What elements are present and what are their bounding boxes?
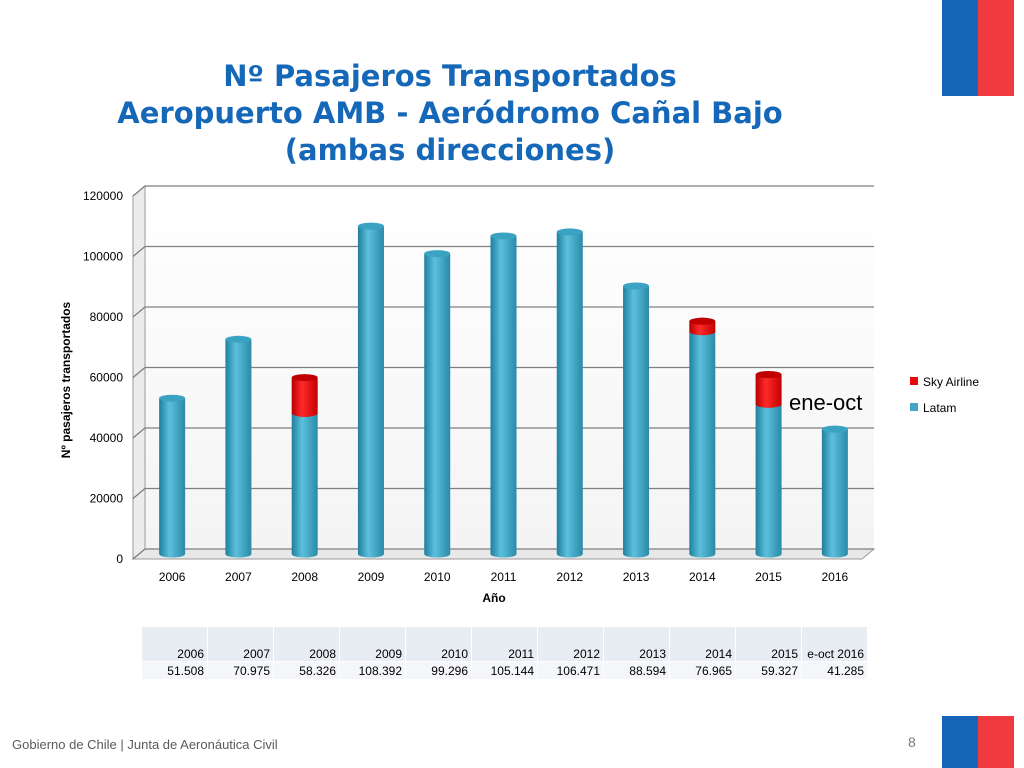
y-tick-label: 0 bbox=[116, 552, 123, 566]
bar-latam bbox=[424, 253, 451, 558]
y-tick-label: 120000 bbox=[83, 189, 123, 203]
bar-latam bbox=[755, 404, 782, 558]
bar-latam-top bbox=[357, 222, 384, 230]
table-value-row: 51.508 70.975 58.326 108.392 99.296 105.144 10… bbox=[141, 661, 868, 680]
table-value-cell: 105.144 bbox=[471, 661, 538, 680]
table-value-cell: 106.471 bbox=[537, 661, 604, 680]
bar-sky-airline bbox=[291, 377, 318, 417]
gridline-side bbox=[132, 185, 146, 197]
table-year-cell: 2014 bbox=[669, 626, 736, 662]
bar-latam-top bbox=[424, 250, 451, 258]
bar-latam bbox=[556, 231, 583, 558]
bar-sky-airline bbox=[755, 374, 782, 408]
table-value-cell: 99.296 bbox=[405, 661, 472, 680]
bar-latam bbox=[159, 398, 186, 558]
table-year-cell: 2013 bbox=[603, 626, 670, 662]
x-tick-label: 2006 bbox=[159, 570, 186, 584]
table-value-cell: 51.508 bbox=[141, 661, 208, 680]
bar-latam bbox=[225, 339, 252, 558]
y-axis-label: Nº pasajeros transportados bbox=[59, 301, 73, 458]
gridline-side bbox=[132, 488, 146, 499]
table-year-row: 2006 2007 2008 2009 2010 2011 2012 2013 2014 2015… bbox=[141, 626, 868, 662]
table-year-cell: 2007 bbox=[207, 626, 274, 662]
gridline-side bbox=[132, 548, 146, 560]
passenger-chart: 0 20000 40000 60000 80000 100000 120000 2006 200… bbox=[59, 184, 979, 605]
gridline-side bbox=[132, 306, 146, 318]
title-line-3: (ambas direcciones) bbox=[284, 133, 616, 167]
table-value-cell: 41.285 bbox=[801, 661, 868, 680]
gridline-side bbox=[132, 246, 146, 257]
annotation-ene-oct: ene-oct bbox=[789, 390, 862, 415]
table-year-cell: 2009 bbox=[339, 626, 406, 662]
x-tick-label: 2011 bbox=[491, 570, 517, 584]
table-value-cell: 76.965 bbox=[669, 661, 736, 680]
table-value-cell: 59.327 bbox=[735, 661, 802, 680]
x-axis-label: Año bbox=[482, 591, 505, 605]
legend-swatch-sky-airline bbox=[910, 377, 918, 385]
flag-blue-top bbox=[942, 0, 978, 96]
table-year-cell: 2015 bbox=[735, 626, 802, 662]
y-tick-label: 60000 bbox=[90, 371, 124, 385]
x-tick-label: 2015 bbox=[755, 570, 782, 584]
bar-latam bbox=[291, 413, 318, 558]
table-year-cell: 2011 bbox=[471, 626, 538, 662]
bar-sky-airline-top bbox=[291, 374, 318, 382]
flag-blue-bottom bbox=[942, 716, 978, 768]
x-tick-label: 2010 bbox=[424, 570, 451, 584]
title-line-2: Aeropuerto AMB - Aeródromo Cañal Bajo bbox=[117, 96, 783, 130]
data-table: 2006 2007 2008 2009 2010 2011 2012 2013 2014 2015… bbox=[141, 626, 868, 680]
table-value-cell: 70.975 bbox=[207, 661, 274, 680]
bar-latam-top bbox=[225, 335, 252, 343]
bar-latam bbox=[357, 226, 384, 558]
bar-latam-top bbox=[623, 282, 650, 290]
page-number: 8 bbox=[908, 734, 916, 750]
x-tick-label: 2009 bbox=[358, 570, 385, 584]
table-year-cell: e-oct 2016 bbox=[801, 626, 868, 662]
y-tick-label: 40000 bbox=[90, 431, 124, 445]
legend-label-latam: Latam bbox=[923, 401, 956, 415]
legend-swatch-latam bbox=[910, 403, 918, 411]
table-value-cell: 88.594 bbox=[603, 661, 670, 680]
table-value-cell: 108.392 bbox=[339, 661, 406, 680]
bar-latam-top bbox=[490, 232, 517, 240]
x-tick-label: 2014 bbox=[689, 570, 716, 584]
page-title: Nº Pasajeros Transportados Aeropuerto AM… bbox=[100, 58, 800, 169]
bar-sky-airline bbox=[689, 321, 716, 336]
y-tick-label: 20000 bbox=[90, 492, 124, 506]
bar-latam-top bbox=[821, 425, 848, 433]
table-year-cell: 2006 bbox=[141, 626, 208, 662]
y-tick-label: 80000 bbox=[90, 310, 124, 324]
table-year-cell: 2010 bbox=[405, 626, 472, 662]
bar-latam-top bbox=[159, 394, 186, 402]
flag-red-top bbox=[978, 0, 1014, 96]
table-year-cell: 2012 bbox=[537, 626, 604, 662]
x-tick-label: 2013 bbox=[623, 570, 650, 584]
x-tick-label: 2008 bbox=[291, 570, 318, 584]
gridline-side bbox=[132, 427, 146, 439]
x-tick-label: 2012 bbox=[556, 570, 583, 584]
y-tick-label: 100000 bbox=[83, 250, 123, 264]
bar-sky-airline-top bbox=[689, 317, 716, 325]
bar-sky-airline-top bbox=[755, 371, 782, 379]
x-tick-label: 2007 bbox=[225, 570, 252, 584]
table-value-cell: 58.326 bbox=[273, 661, 340, 680]
footer-text: Gobierno de Chile | Junta de Aeronáutica… bbox=[12, 737, 278, 752]
bar-latam bbox=[689, 331, 716, 558]
bar-latam-top bbox=[556, 228, 583, 236]
legend-label-sky-airline: Sky Airline bbox=[923, 375, 979, 389]
flag-red-bottom bbox=[978, 716, 1014, 768]
title-line-1: Nº Pasajeros Transportados bbox=[223, 59, 677, 93]
bar-latam bbox=[623, 286, 650, 558]
x-tick-label: 2016 bbox=[822, 570, 849, 584]
table-year-cell: 2008 bbox=[273, 626, 340, 662]
gridline-side bbox=[132, 367, 146, 378]
bar-latam bbox=[490, 235, 517, 558]
bar-latam bbox=[821, 429, 848, 558]
